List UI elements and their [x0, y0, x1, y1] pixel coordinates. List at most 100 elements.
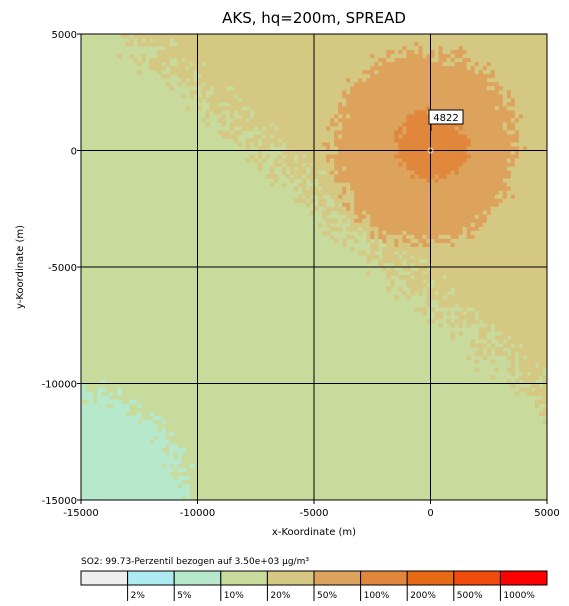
heatmap-cell — [442, 98, 447, 103]
heatmap-cell — [362, 70, 367, 75]
heatmap-cell — [474, 258, 480, 264]
heatmap-cell — [486, 38, 492, 43]
heatmap-cell — [514, 283, 520, 288]
heatmap-cell — [406, 126, 411, 131]
heatmap-cell — [334, 78, 339, 83]
heatmap-cell — [514, 279, 520, 284]
heatmap-cell — [297, 78, 303, 83]
heatmap-cell — [309, 158, 315, 163]
heatmap-cell — [398, 226, 403, 232]
heatmap-cell — [446, 162, 451, 167]
heatmap-cell — [209, 38, 214, 43]
heatmap-cell — [342, 134, 347, 139]
heatmap-cell — [394, 142, 399, 147]
heatmap-cell — [394, 102, 399, 107]
heatmap-cell — [382, 174, 387, 179]
heatmap-cell — [414, 178, 419, 183]
heatmap-cell — [225, 70, 230, 75]
heatmap-cell — [494, 174, 500, 179]
heatmap-cell — [289, 154, 295, 159]
heatmap-cell — [97, 447, 102, 453]
heatmap-cell — [309, 110, 315, 115]
heatmap-cell — [478, 327, 484, 332]
heatmap-cell — [406, 130, 411, 135]
heatmap-cell — [522, 238, 528, 244]
heatmap-cell — [434, 262, 439, 268]
heatmap-cell — [534, 267, 540, 272]
heatmap-cell — [414, 138, 419, 143]
heatmap-cell — [430, 138, 435, 143]
heatmap-cell — [502, 98, 508, 103]
heatmap-cell — [358, 78, 363, 83]
heatmap-cell — [249, 58, 255, 63]
heatmap-cell — [506, 182, 512, 188]
heatmap-cell — [470, 110, 476, 115]
heatmap-cell — [265, 62, 271, 67]
heatmap-cell — [478, 114, 484, 119]
heatmap-cell — [245, 138, 251, 143]
heatmap-cell — [326, 186, 331, 192]
heatmap-cell — [542, 275, 548, 280]
heatmap-cell — [462, 194, 468, 200]
heatmap-cell — [446, 50, 451, 55]
heatmap-cell — [430, 186, 435, 192]
heatmap-cell — [221, 134, 226, 139]
heatmap-cell — [297, 142, 303, 147]
heatmap-cell — [285, 50, 291, 55]
heatmap-cell — [538, 275, 544, 280]
heatmap-cell — [257, 62, 263, 67]
heatmap-cell — [478, 295, 484, 300]
heatmap-cell — [366, 271, 371, 276]
heatmap-cell — [378, 78, 383, 83]
heatmap-cell — [269, 38, 275, 43]
heatmap-cell — [534, 198, 540, 204]
heatmap-cell — [422, 178, 427, 183]
heatmap-cell — [213, 58, 218, 63]
heatmap-cell — [370, 66, 375, 71]
heatmap-cell — [498, 118, 504, 123]
heatmap-cell — [277, 58, 283, 63]
heatmap-cell — [398, 122, 403, 127]
heatmap-cell — [293, 98, 299, 103]
heatmap-cell — [434, 46, 439, 51]
heatmap-cell — [297, 134, 303, 139]
heatmap-cell — [169, 50, 174, 55]
heatmap-cell — [149, 427, 154, 433]
heatmap-cell — [494, 234, 500, 240]
heatmap-cell — [181, 94, 186, 99]
heatmap-cell — [530, 230, 536, 236]
heatmap-cell — [354, 170, 359, 175]
heatmap-cell — [305, 46, 311, 51]
heatmap-cell — [466, 158, 472, 163]
heatmap-cell — [89, 443, 94, 449]
heatmap-cell — [109, 391, 114, 396]
heatmap-cell — [450, 210, 455, 216]
heatmap-cell — [370, 218, 375, 224]
heatmap-cell — [526, 315, 532, 320]
heatmap-cell — [402, 234, 407, 240]
heatmap-cell — [454, 271, 459, 276]
heatmap-cell — [390, 242, 395, 248]
heatmap-cell — [434, 54, 439, 59]
heatmap-cell — [362, 58, 367, 63]
heatmap-cell — [510, 323, 516, 328]
heatmap-cell — [402, 158, 407, 163]
heatmap-cell — [281, 46, 287, 51]
heatmap-cell — [257, 98, 263, 103]
heatmap-cell — [530, 142, 536, 147]
heatmap-cell — [322, 70, 327, 75]
heatmap-cell — [410, 126, 415, 131]
heatmap-cell — [534, 214, 540, 220]
heatmap-cell — [137, 403, 142, 408]
heatmap-cell — [305, 38, 311, 43]
heatmap-cell — [458, 86, 463, 91]
heatmap-cell — [446, 126, 451, 131]
heatmap-cell — [426, 291, 431, 296]
heatmap-cell — [470, 38, 476, 43]
heatmap-cell — [470, 226, 476, 232]
heatmap-cell — [125, 439, 130, 445]
heatmap-cell — [438, 186, 443, 192]
heatmap-cell — [334, 186, 339, 192]
heatmap-cell — [470, 66, 476, 71]
heatmap-cell — [514, 178, 520, 183]
